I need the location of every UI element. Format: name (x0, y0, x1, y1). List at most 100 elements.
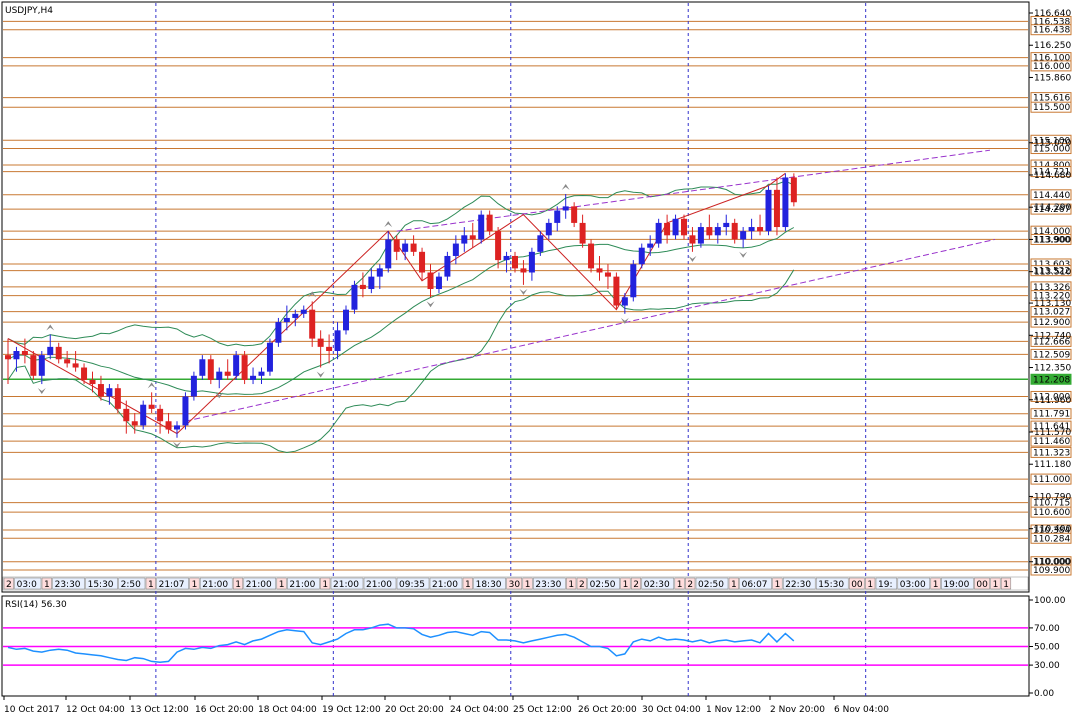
candle-body (148, 404, 155, 409)
time-tick-label: 10 Oct 2017 (4, 705, 60, 715)
session-label: 1 (731, 580, 737, 590)
level-label: 113.603 (1033, 260, 1070, 270)
candle-body (114, 388, 121, 409)
session-cell (396, 577, 430, 590)
level-label: 110.600 (1033, 508, 1070, 518)
candle-body (596, 268, 603, 273)
candle-body (72, 363, 79, 368)
time-tick-label: 26 Oct 20:00 (578, 705, 637, 715)
candle-body (419, 251, 426, 273)
time-axis: 10 Oct 2017 12 Oct 04:00 13 Oct 12:00 16 Oc… (3, 696, 889, 715)
level-tag (1030, 532, 1072, 544)
session-label: 03:00 (900, 580, 926, 590)
session-cell (85, 577, 118, 590)
candle-body (790, 177, 797, 203)
session-label: 00 (851, 580, 863, 590)
candle-body (664, 222, 671, 236)
session-label: 1 (867, 580, 873, 590)
session-cell (897, 577, 931, 590)
level-label: 110.284 (1033, 534, 1070, 544)
session-cell (782, 577, 816, 590)
fractal-down-marker (739, 251, 748, 258)
session-label: 1 (775, 580, 781, 590)
session-cell (14, 577, 42, 590)
candle-body (309, 309, 316, 339)
candle-body (435, 276, 442, 290)
time-tick-label: 1 Nov 12:00 (706, 705, 761, 715)
fractal-down-marker (426, 301, 435, 308)
candle-body (351, 284, 358, 310)
candle-body (571, 206, 578, 223)
session-label: 15:30 (88, 580, 114, 590)
price-panel-frame (1, 1, 1030, 593)
price-tick-label: 112.740 (1034, 331, 1071, 341)
session-label: 21:00 (202, 580, 228, 590)
session-label: 1 (279, 580, 285, 590)
candle-body (740, 231, 747, 240)
level-label: 116.438 (1033, 26, 1070, 36)
fractal-up-marker (384, 221, 393, 228)
candle-body (207, 359, 214, 380)
candle-body (165, 421, 172, 430)
price-tick-label: 114.680 (1034, 171, 1071, 181)
candle-body (748, 227, 755, 232)
price-tick-label: 115.070 (1034, 139, 1071, 149)
level-label: 110.384 (1033, 526, 1070, 536)
candle-body (317, 338, 324, 347)
candle-body (359, 284, 366, 290)
fractal-up-marker (46, 324, 55, 331)
session-cell (620, 577, 631, 590)
level-tag (1030, 473, 1072, 485)
candle-body (765, 189, 772, 232)
session-label: 02:30 (644, 580, 670, 590)
session-cell (522, 577, 533, 590)
candle-body (562, 206, 569, 211)
candle-body (292, 313, 299, 318)
level-tag (1030, 564, 1072, 576)
price-tick-label: 116.640 (1034, 9, 1071, 19)
session-label: 02:50 (698, 580, 724, 590)
session-cell (941, 577, 974, 590)
session-label: 2:50 (121, 580, 141, 590)
session-cell (52, 577, 85, 590)
level-tag (1030, 290, 1072, 302)
session-label: 19: (878, 580, 892, 590)
level-label: 112.000 (1033, 392, 1070, 402)
price-tick-label: 110.400 (1034, 525, 1071, 535)
fractal-up-marker (561, 183, 570, 190)
candle-body (47, 346, 54, 356)
price-tick-label: 113.130 (1034, 299, 1071, 309)
candle-body (182, 396, 189, 426)
rsi-tick-label: 70.00 (1034, 624, 1060, 634)
session-cell (815, 577, 849, 590)
price-tick-label: 114.290 (1034, 203, 1071, 213)
level-tag (1030, 60, 1072, 72)
candle-body (21, 351, 28, 356)
session-cell (199, 577, 233, 590)
level-tag (1030, 373, 1072, 385)
level-label: 115.500 (1033, 103, 1070, 113)
candle-body (250, 375, 257, 380)
level-label: 109.900 (1033, 566, 1070, 576)
session-cell (473, 577, 506, 590)
level-tag (1030, 189, 1072, 201)
candle-body (326, 346, 333, 352)
candle-body (613, 276, 620, 306)
candle-body (478, 214, 485, 240)
candle-body (545, 222, 552, 236)
time-tick-label: 18 Oct 04:00 (258, 705, 317, 715)
candle-body (89, 379, 96, 385)
price-tick-label: 113.510 (1034, 268, 1071, 278)
session-label: 1 (677, 580, 683, 590)
session-label: 1 (623, 580, 629, 590)
level-label: 113.326 (1033, 283, 1070, 293)
session-label: 03:0 (17, 580, 37, 590)
level-label: 114.267 (1033, 205, 1070, 215)
session-label: 21:07 (159, 580, 185, 590)
candle-body (343, 309, 349, 331)
level-label: 111.641 (1033, 422, 1070, 432)
fractal-up-marker (147, 382, 156, 389)
session-cell (189, 577, 200, 590)
fractal-down-marker (316, 371, 325, 378)
